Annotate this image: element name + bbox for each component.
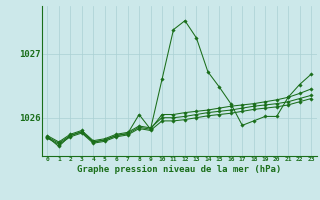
X-axis label: Graphe pression niveau de la mer (hPa): Graphe pression niveau de la mer (hPa)	[77, 165, 281, 174]
